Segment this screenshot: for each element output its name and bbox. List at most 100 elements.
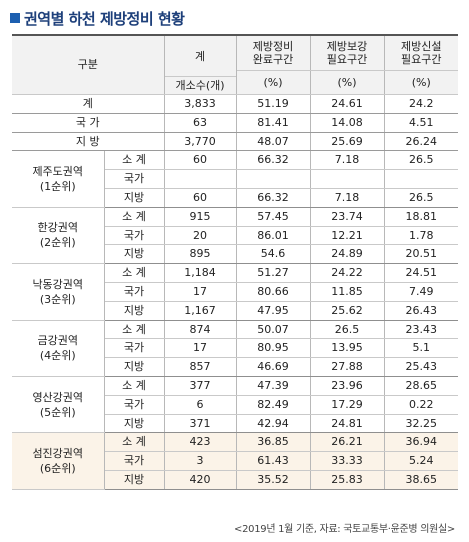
- reinforce-cell: 17.29: [310, 395, 385, 415]
- complete-cell: 80.95: [236, 338, 311, 359]
- header-total-col: 계 개소수(개): [164, 34, 237, 95]
- row-label: 국가: [104, 451, 165, 471]
- new-cell: 25.43: [384, 357, 458, 377]
- data-table: 구분 계 개소수(개) 제방정비 완료구간 제방보강 필요구간 제방신설 필요구간 (…: [12, 33, 458, 490]
- complete-cell: 47.95: [236, 301, 311, 321]
- reinforce-cell: 27.88: [310, 357, 385, 377]
- row-label: 국가: [104, 395, 165, 415]
- table-row: 영산강권역 (5순위) 소 계 377 47.39 23.96 28.65: [12, 376, 458, 434]
- row-label: 소 계: [104, 376, 165, 396]
- row-label: 지방: [104, 357, 165, 377]
- count-cell: 857: [164, 357, 237, 377]
- complete-cell: 54.6: [236, 244, 311, 265]
- complete-cell: 46.69: [236, 357, 311, 377]
- region-name: 한강권역: [37, 221, 78, 235]
- new-cell: 38.65: [384, 470, 458, 490]
- new-cell: 0.22: [384, 395, 458, 415]
- new-cell: 20.51: [384, 244, 458, 265]
- count-cell: 1,167: [164, 301, 237, 321]
- new-cell: 23.43: [384, 320, 458, 340]
- complete-cell: 66.32: [236, 150, 311, 171]
- reinforce-cell: 23.74: [310, 207, 385, 227]
- table-row: 국가 17 80.95 13.95 5.1: [12, 338, 458, 359]
- source-note: <2019년 1월 기준, 자료: 국토교통부·윤준병 의원실>: [234, 524, 455, 535]
- row-label: 소 계: [104, 432, 165, 453]
- total-reinforce-cell: 14.08: [310, 113, 385, 133]
- complete-cell: 86.01: [236, 226, 311, 246]
- total-new-cell: 24.2: [384, 94, 458, 114]
- total-complete-cell: 81.41: [236, 113, 311, 133]
- count-cell: 60: [164, 150, 237, 171]
- new-cell: 36.94: [384, 432, 458, 453]
- new-cell: 5.24: [384, 451, 458, 471]
- row-label: 지방: [104, 301, 165, 321]
- reinforce-cell: 23.96: [310, 376, 385, 396]
- total-row: 국 가 63 81.41 14.08 4.51: [12, 113, 458, 133]
- table-row: 국가 6 82.49 17.29 0.22: [12, 395, 458, 415]
- table-row: 국가: [12, 169, 458, 189]
- total-reinforce-cell: 24.61: [310, 94, 385, 114]
- new-cell: 26.5: [384, 188, 458, 208]
- region-name: 섬진강권역: [32, 447, 84, 461]
- region-name: 제주도권역: [32, 165, 84, 179]
- table-row: 지방 1,167 47.95 25.62 26.43: [12, 301, 458, 321]
- page-title: 권역별 하천 제방정비 현황: [10, 6, 185, 30]
- new-cell: 32.25: [384, 414, 458, 434]
- table-row: 국가 20 86.01 12.21 1.78: [12, 226, 458, 246]
- count-cell: 17: [164, 338, 237, 359]
- total-row-label: 계: [12, 94, 165, 114]
- count-cell: 915: [164, 207, 237, 227]
- reinforce-cell: 24.81: [310, 414, 385, 434]
- row-label: 국가: [104, 282, 165, 302]
- complete-cell: 42.94: [236, 414, 311, 434]
- reinforce-cell: 26.21: [310, 432, 385, 453]
- row-label: 소 계: [104, 320, 165, 340]
- table-row: 지방 60 66.32 7.18 26.5: [12, 188, 458, 208]
- total-new-cell: 26.24: [384, 132, 458, 152]
- unit-pct-3: (%): [384, 70, 458, 96]
- total-new-cell: 4.51: [384, 113, 458, 133]
- row-label: 지방: [104, 470, 165, 490]
- total-count-cell: 3,770: [164, 132, 237, 152]
- row-label: 국가: [104, 169, 165, 189]
- region-rank: (3순위): [39, 292, 76, 306]
- row-label: 지방: [104, 244, 165, 265]
- unit-pct-2: (%): [310, 70, 385, 96]
- row-label: 소 계: [104, 263, 165, 283]
- region-rank: (2순위): [39, 236, 76, 250]
- total-row-label: 지 방: [12, 132, 165, 152]
- total-row-label: 국 가: [12, 113, 165, 133]
- table-row: 금강권역 (4순위) 소 계 874 50.07 26.5 23.43: [12, 320, 458, 377]
- complete-cell: 50.07: [236, 320, 311, 340]
- row-label: 소 계: [104, 207, 165, 227]
- row-label: 국가: [104, 338, 165, 359]
- title-square-icon: [10, 13, 20, 23]
- complete-cell: 36.85: [236, 432, 311, 453]
- reinforce-cell: 12.21: [310, 226, 385, 246]
- table-row: 국가 17 80.66 11.85 7.49: [12, 282, 458, 302]
- reinforce-cell: 24.89: [310, 244, 385, 265]
- unit-pct-1: (%): [236, 70, 311, 96]
- complete-cell: 82.49: [236, 395, 311, 415]
- table-row: 섬진강권역 (6순위) 소 계 423 36.85 26.21 36.94: [12, 432, 458, 490]
- region-name-cell: 영산강권역 (5순위): [12, 376, 105, 434]
- complete-cell: 57.45: [236, 207, 311, 227]
- count-cell: 895: [164, 244, 237, 265]
- region-name: 영산강권역: [32, 390, 84, 404]
- region-name-cell: 제주도권역 (1순위): [12, 150, 105, 208]
- title-text: 권역별 하천 제방정비 현황: [24, 9, 185, 28]
- table-row: 국가 3 61.43 33.33 5.24: [12, 451, 458, 471]
- header-gubun: 구분: [12, 34, 165, 95]
- region-name: 낙동강권역: [32, 277, 84, 291]
- count-cell: 6: [164, 395, 237, 415]
- complete-cell: 66.32: [236, 188, 311, 208]
- count-cell: 874: [164, 320, 237, 340]
- region-rank: (4순위): [39, 349, 76, 363]
- complete-cell: 61.43: [236, 451, 311, 471]
- row-label: 지방: [104, 188, 165, 208]
- new-cell: 18.81: [384, 207, 458, 227]
- total-count-cell: 3,833: [164, 94, 237, 114]
- new-cell: 28.65: [384, 376, 458, 396]
- count-cell: 420: [164, 470, 237, 490]
